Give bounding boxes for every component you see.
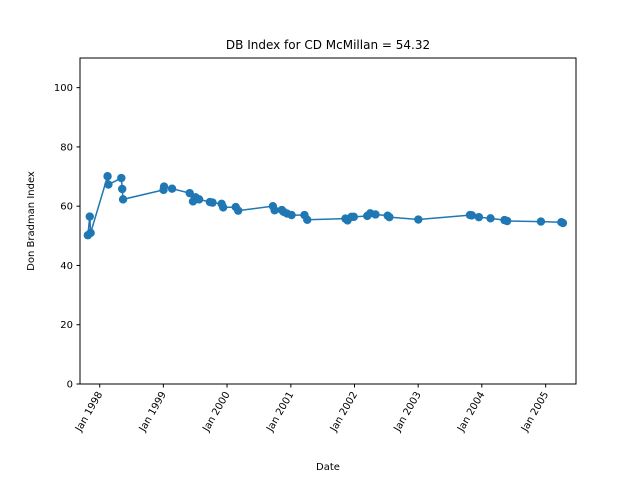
data-point xyxy=(303,215,312,225)
data-point xyxy=(474,212,484,222)
data-point xyxy=(486,214,495,223)
data-point xyxy=(118,195,128,204)
data-point xyxy=(536,217,546,226)
y-tick-label: 20 xyxy=(60,320,73,331)
y-tick-label: 80 xyxy=(60,142,73,153)
data-point xyxy=(103,172,112,181)
data-point xyxy=(233,206,243,215)
data-point xyxy=(371,210,380,219)
data-point xyxy=(502,216,512,226)
y-tick-label: 60 xyxy=(60,202,73,213)
data-point xyxy=(287,210,296,220)
data-point xyxy=(414,215,423,224)
data-point xyxy=(167,184,177,193)
plot-frame xyxy=(79,57,577,385)
x-axis-label: Date xyxy=(316,462,340,473)
data-point xyxy=(118,184,127,194)
chart-title: DB Index for CD McMillan = 54.32 xyxy=(226,38,430,52)
y-tick-label: 100 xyxy=(54,83,73,94)
axes-layer xyxy=(79,57,577,385)
data-point xyxy=(185,188,194,198)
data-point xyxy=(208,198,217,207)
data-point xyxy=(558,218,568,228)
y-axis-label: Don Bradman Index xyxy=(26,171,37,271)
data-point xyxy=(218,203,228,212)
data-point xyxy=(270,206,279,215)
data-point xyxy=(467,211,477,220)
y-tick-label: 40 xyxy=(60,261,73,272)
data-point xyxy=(117,173,126,183)
data-point xyxy=(385,212,394,222)
y-tick-label: 0 xyxy=(67,380,73,391)
data-point xyxy=(104,180,113,189)
data-point xyxy=(159,182,169,191)
y-axis: 0 20 40 60 80 100 xyxy=(54,83,80,391)
data-point xyxy=(349,212,359,222)
data-point xyxy=(85,212,94,221)
data-point xyxy=(194,195,204,204)
data-point xyxy=(86,228,95,238)
series-layer xyxy=(83,172,568,240)
